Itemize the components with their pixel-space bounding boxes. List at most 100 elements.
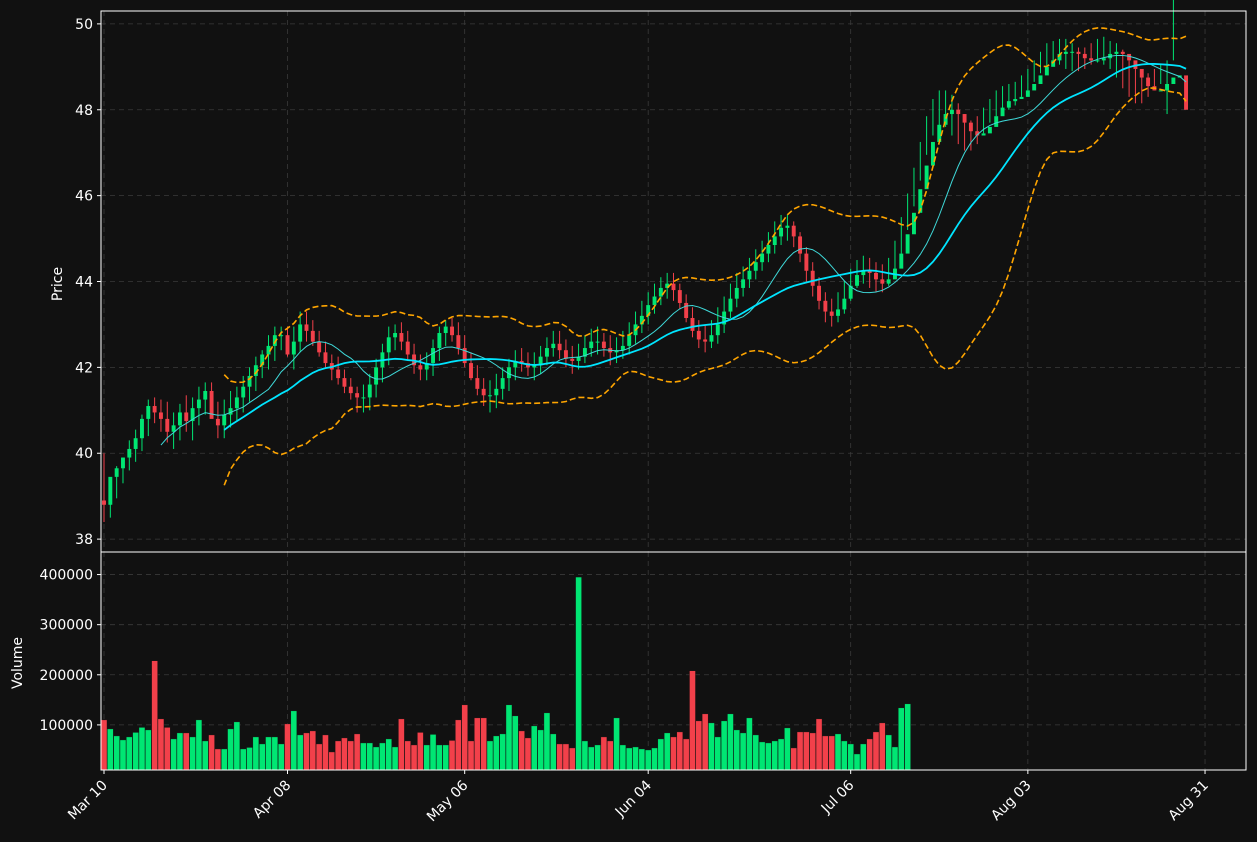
- candle-body: [374, 367, 379, 385]
- volume-bar: [752, 734, 759, 771]
- candle-body: [842, 298, 847, 310]
- price-tick-label: 40: [75, 446, 93, 462]
- candle-body: [177, 412, 182, 426]
- candle-body: [1057, 53, 1062, 61]
- volume-bar: [170, 738, 177, 771]
- volume-tick-label: 100000: [40, 718, 93, 734]
- candle-body: [342, 378, 347, 387]
- candle-body: [804, 253, 809, 271]
- bollinger-upper-line: [223, 27, 1187, 384]
- volume-bar: [575, 576, 582, 771]
- candle-body: [785, 225, 790, 228]
- volume-bar: [455, 719, 462, 771]
- candle-body: [817, 285, 822, 301]
- volume-bar: [569, 747, 576, 771]
- volume-tick-label: 400000: [40, 568, 93, 584]
- candle-body: [1171, 77, 1176, 84]
- volume-bar: [214, 748, 222, 771]
- candle-body: [462, 348, 467, 364]
- price-tick-label: 46: [75, 189, 93, 205]
- candle-body: [386, 337, 391, 353]
- volume-bar: [765, 742, 772, 771]
- volume-bar: [790, 747, 797, 771]
- candle-body: [1158, 90, 1163, 92]
- candle-body: [639, 315, 644, 325]
- candle-body: [1006, 101, 1011, 108]
- volume-bar: [588, 746, 595, 771]
- volume-bar: [328, 751, 336, 771]
- candle-body: [829, 311, 834, 316]
- volume-bar: [461, 704, 468, 771]
- volume-axis-label: Volume: [10, 637, 26, 689]
- candle-body: [260, 354, 265, 366]
- candle-body: [943, 114, 948, 125]
- candle-body: [399, 333, 404, 342]
- volume-bar: [353, 733, 361, 771]
- candle-body: [874, 272, 878, 280]
- candle-body: [279, 335, 284, 337]
- volume-bar: [303, 732, 310, 771]
- candle-body: [760, 253, 765, 263]
- candle-body: [911, 212, 916, 235]
- volume-bar: [113, 735, 120, 771]
- volume-bar: [448, 740, 456, 771]
- volume-bar: [828, 735, 835, 771]
- volume-bar: [784, 727, 791, 771]
- candle-body: [563, 350, 568, 359]
- candle-body: [741, 279, 746, 288]
- candle-body: [1038, 75, 1043, 84]
- indicator-lines: [160, 27, 1187, 486]
- candle-body: [1063, 51, 1068, 54]
- volume-bar: [410, 744, 418, 771]
- volume-tick-label: 200000: [40, 668, 93, 684]
- volume-bar: [341, 737, 348, 771]
- candle-body: [994, 116, 999, 127]
- candle-body: [500, 378, 505, 389]
- candle-body: [620, 345, 625, 351]
- candle-body: [1146, 77, 1151, 87]
- volume-bar: [550, 733, 557, 771]
- volume-bar: [860, 743, 867, 771]
- volume-bar: [372, 746, 380, 771]
- candle-body: [836, 309, 840, 316]
- volume-bar: [822, 735, 829, 771]
- volume-bar: [398, 718, 405, 771]
- candle-body: [544, 348, 549, 357]
- volume-bar: [663, 732, 671, 771]
- volume-bar: [176, 732, 184, 771]
- candle-body: [146, 406, 151, 419]
- volume-bar: [879, 722, 886, 771]
- candle-body: [671, 283, 676, 291]
- volume-bar: [208, 734, 215, 771]
- volume-bar: [379, 742, 386, 771]
- volume-bar: [436, 744, 443, 771]
- volume-bar: [885, 734, 892, 771]
- volume-bar: [240, 748, 247, 771]
- candle-body: [234, 397, 239, 409]
- candle-body: [601, 341, 606, 349]
- volume-bar: [803, 731, 810, 771]
- candle-body: [431, 348, 436, 364]
- volume-bar: [594, 744, 601, 771]
- volume-bar: [720, 720, 728, 771]
- candle-body: [1101, 58, 1106, 61]
- volume-bar: [853, 753, 861, 771]
- volume-bar: [581, 740, 589, 771]
- volume-bar: [277, 743, 285, 771]
- volume-bar: [474, 717, 481, 771]
- volume-bar: [391, 746, 399, 771]
- candle-body: [1082, 53, 1087, 59]
- candle-body: [304, 324, 309, 331]
- candle-body: [595, 341, 600, 343]
- volume-bar: [290, 710, 298, 771]
- candle-body: [576, 356, 581, 361]
- candle-body: [272, 335, 277, 346]
- volume-bar: [252, 736, 260, 771]
- candle-body: [684, 302, 689, 318]
- candle-body: [924, 165, 929, 190]
- volume-bar: [164, 727, 171, 771]
- candle-body: [1089, 58, 1094, 61]
- candle-body: [1000, 107, 1005, 117]
- candle-body: [1032, 83, 1037, 91]
- volume-bar: [360, 742, 367, 771]
